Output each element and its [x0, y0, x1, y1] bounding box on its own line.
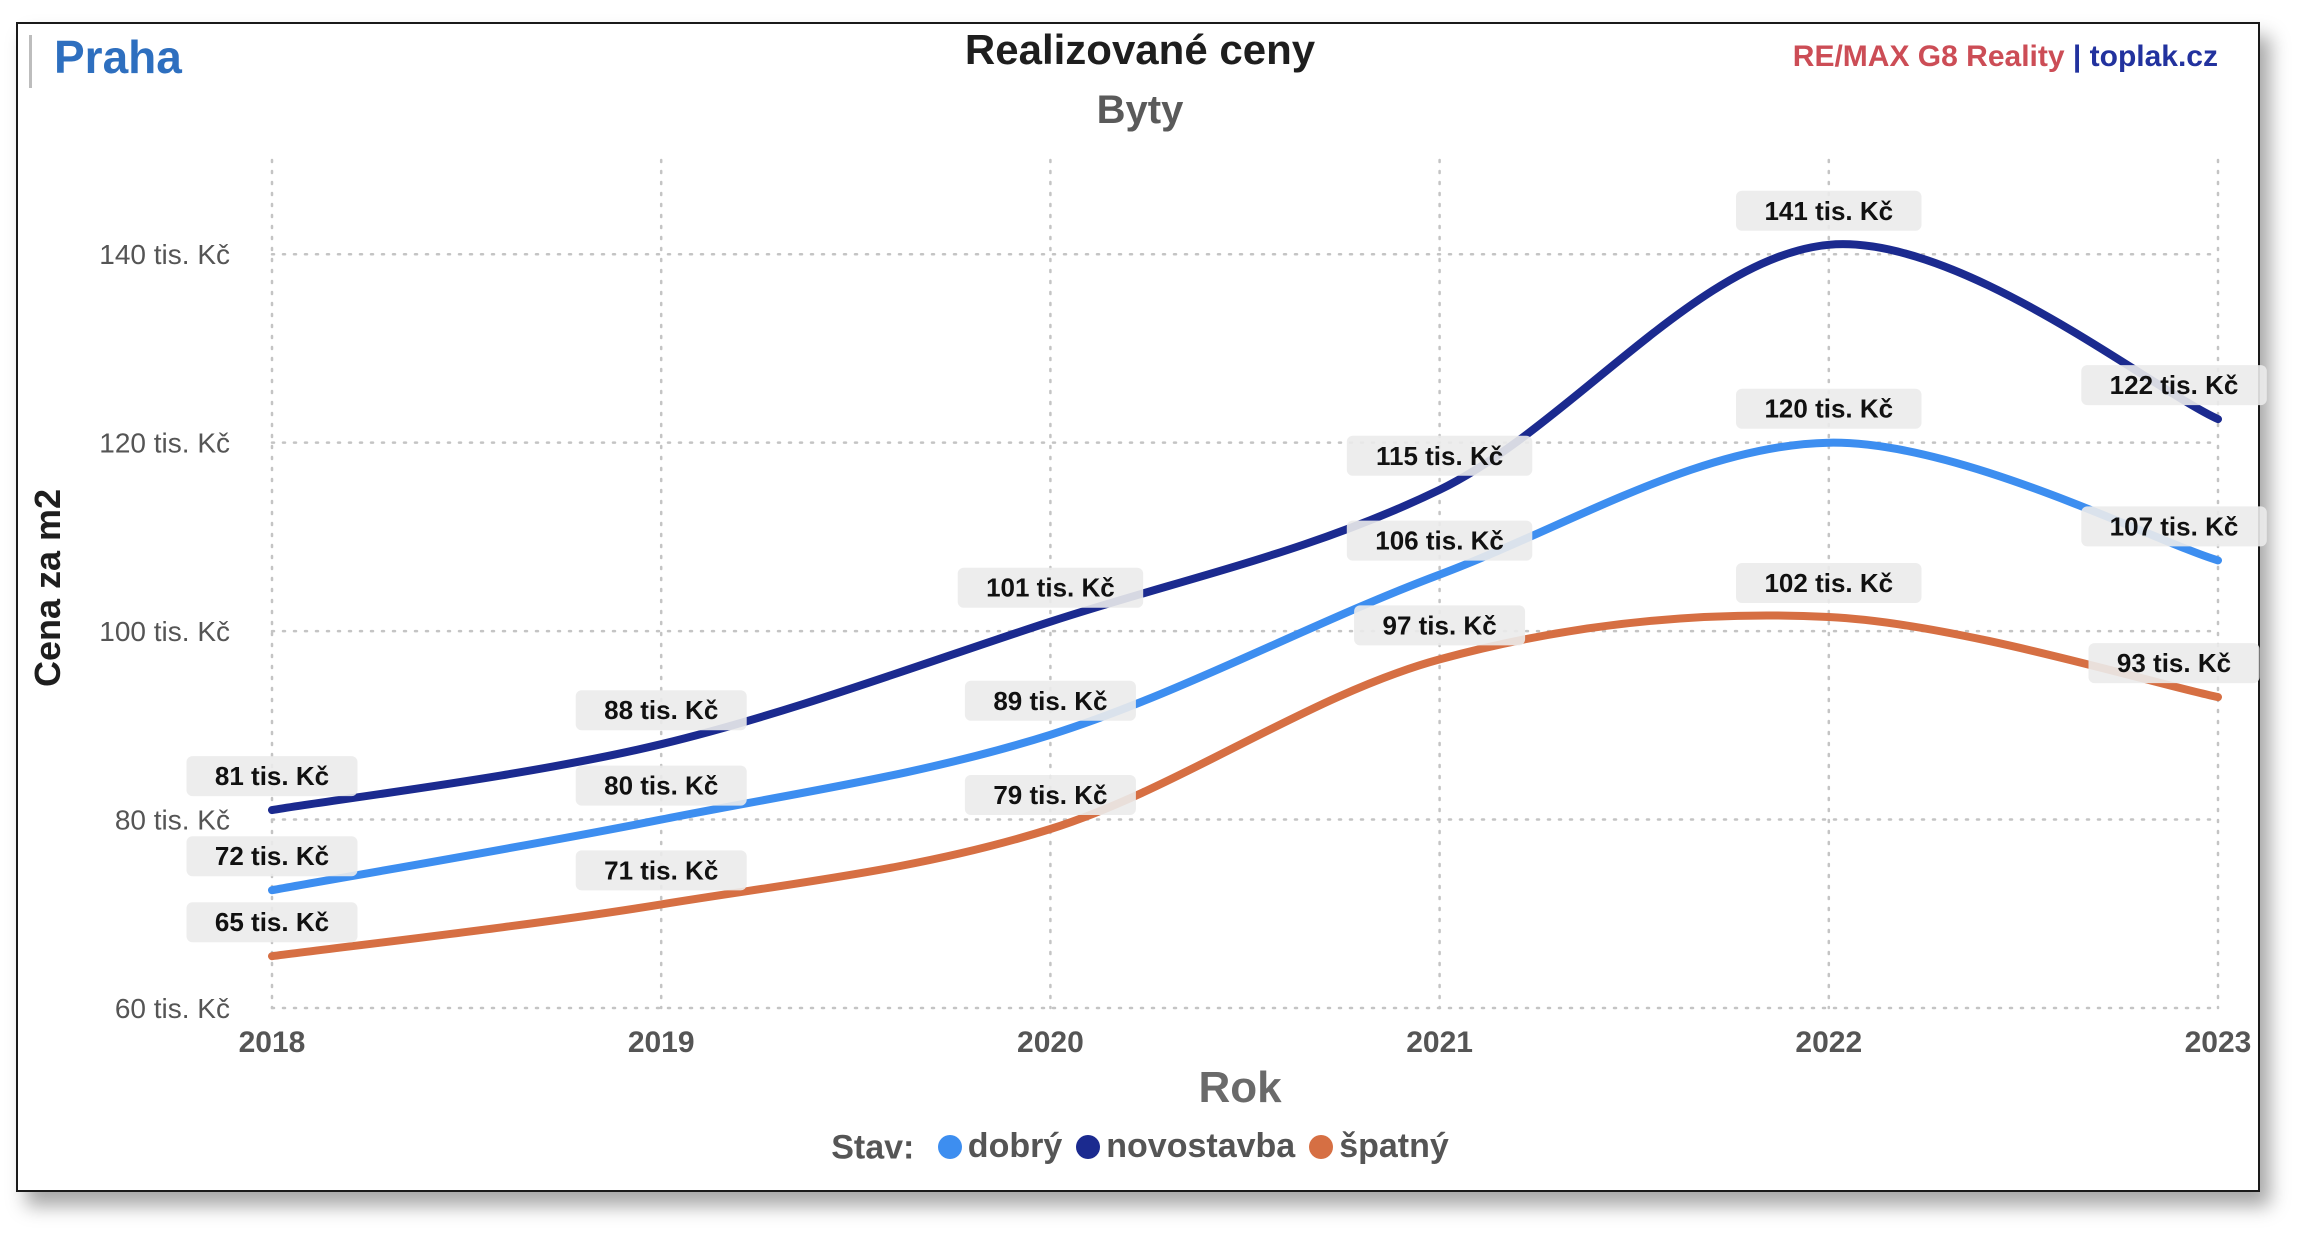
data-label-text: 102 tis. Kč	[1764, 568, 1893, 598]
legend-item-novostavba[interactable]: novostavba	[1076, 1127, 1295, 1166]
data-label-text: 71 tis. Kč	[604, 855, 718, 885]
legend-swatch	[1309, 1134, 1334, 1159]
data-label: 97 tis. Kč	[1354, 605, 1526, 646]
y-tick-label: 120 tis. Kč	[99, 428, 230, 459]
x-tick-label: 2023	[2185, 1026, 2252, 1059]
data-label-bg	[186, 836, 358, 877]
data-label-bg	[1736, 563, 1922, 603]
legend-label: špatný	[1339, 1127, 1449, 1165]
grid-lines	[270, 158, 2220, 1010]
data-label-text: 79 tis. Kč	[993, 780, 1107, 810]
legend-swatch	[937, 1134, 962, 1159]
data-label-bg	[186, 902, 358, 943]
data-label: 102 tis. Kč	[1736, 563, 1922, 603]
data-label-bg	[2081, 506, 2267, 547]
data-label-bg	[575, 765, 747, 806]
data-label-text: 122 tis. Kč	[2110, 370, 2239, 400]
data-label-bg	[1346, 520, 1533, 561]
brand-text[interactable]: RE/MAX G8 Reality | toplak.cz	[1793, 40, 2218, 74]
brand-secondary[interactable]: toplak.cz	[2089, 40, 2218, 73]
data-label-text: 88 tis. Kč	[604, 695, 718, 725]
series-line-špatný	[268, 611, 2222, 961]
data-label-text: 81 tis. Kč	[215, 761, 329, 791]
data-label-text: 65 tis. Kč	[215, 907, 329, 937]
x-tick-label: 2018	[239, 1026, 306, 1059]
legend-label: dobrý	[967, 1127, 1063, 1165]
data-label-bg	[1736, 190, 1922, 231]
data-label: 106 tis. Kč	[1346, 520, 1533, 561]
data-label-bg	[957, 567, 1144, 608]
city-accent-bar	[29, 35, 32, 88]
legend: Stav: dobrý novostavba špatný	[0, 1127, 2280, 1168]
x-tick-label: 2019	[628, 1026, 695, 1059]
data-label-bg	[964, 775, 1136, 815]
data-label-text: 120 tis. Kč	[1764, 394, 1893, 424]
data-label-bg	[1346, 435, 1533, 476]
data-label-bg	[2088, 643, 2260, 684]
data-label-text: 80 tis. Kč	[604, 771, 718, 801]
data-label: 122 tis. Kč	[2081, 365, 2267, 406]
data-label-text: 107 tis. Kč	[2110, 511, 2239, 541]
x-axis-ticks: 2018 2019 2020 2021 2022 2023	[239, 1026, 2252, 1059]
data-label: 65 tis. Kč	[186, 902, 358, 943]
y-axis-ticks: 60 tis. Kč 80 tis. Kč 100 tis. Kč 120 tis. …	[99, 239, 230, 1024]
x-axis-title: Rok	[1198, 1063, 1282, 1112]
data-label-text: 89 tis. Kč	[993, 686, 1107, 716]
data-label-bg	[575, 690, 747, 731]
data-label-text: 93 tis. Kč	[2117, 648, 2231, 678]
series-line-novostavba	[268, 240, 2222, 815]
data-label-bg	[186, 756, 358, 797]
y-tick-label: 140 tis. Kč	[99, 239, 230, 270]
y-tick-label: 80 tis. Kč	[115, 805, 230, 836]
data-label: 88 tis. Kč	[575, 690, 747, 731]
data-label: 107 tis. Kč	[2081, 506, 2267, 547]
data-label-text: 106 tis. Kč	[1375, 526, 1504, 556]
data-labels: 72 tis. Kč 80 tis. Kč 89 tis. Kč 106 tis. K…	[186, 190, 2267, 943]
y-tick-label: 100 tis. Kč	[99, 616, 230, 647]
y-tick-label: 60 tis. Kč	[115, 993, 230, 1024]
data-label: 71 tis. Kč	[575, 850, 747, 891]
x-tick-label: 2022	[1795, 1026, 1862, 1059]
brand-separator: |	[2064, 40, 2090, 73]
data-label-text: 72 tis. Kč	[215, 841, 329, 871]
data-label: 141 tis. Kč	[1736, 190, 1922, 231]
legend-item-dobrý[interactable]: dobrý	[937, 1127, 1063, 1166]
chart-subtitle: Byty	[1096, 88, 1184, 132]
data-label: 89 tis. Kč	[964, 680, 1136, 721]
x-tick-label: 2021	[1406, 1026, 1473, 1059]
brand-primary[interactable]: RE/MAX G8 Reality	[1792, 40, 2065, 73]
legend-title: Stav:	[831, 1128, 915, 1167]
series-lines	[268, 240, 2222, 961]
legend-items: dobrý novostavba špatný	[924, 1127, 1449, 1167]
legend-swatch	[1076, 1134, 1101, 1159]
data-label: 101 tis. Kč	[957, 567, 1144, 608]
y-axis-title: Cena za m2	[27, 489, 68, 687]
data-label: 72 tis. Kč	[186, 836, 358, 877]
legend-item-špatný[interactable]: špatný	[1309, 1127, 1449, 1166]
data-label-bg	[575, 850, 747, 891]
data-label-text: 141 tis. Kč	[1764, 196, 1893, 226]
data-label-text: 97 tis. Kč	[1383, 610, 1497, 640]
data-label-bg	[2081, 365, 2267, 406]
data-label-text: 101 tis. Kč	[986, 573, 1115, 603]
data-label-bg	[964, 680, 1136, 721]
data-label: 115 tis. Kč	[1346, 435, 1533, 476]
city-name: Praha	[54, 31, 182, 83]
data-label: 79 tis. Kč	[964, 775, 1136, 815]
series-line-dobrý	[268, 438, 2222, 895]
data-label-text: 115 tis. Kč	[1376, 441, 1503, 471]
data-label: 81 tis. Kč	[186, 756, 358, 797]
legend-label: novostavba	[1106, 1127, 1296, 1165]
data-label-bg	[1354, 605, 1526, 646]
chart-title: Realizované ceny	[964, 26, 1316, 73]
data-label: 93 tis. Kč	[2088, 643, 2260, 684]
x-tick-label: 2020	[1017, 1026, 1084, 1059]
data-label: 80 tis. Kč	[575, 765, 747, 806]
data-label-bg	[1736, 388, 1922, 429]
data-label: 120 tis. Kč	[1736, 388, 1922, 429]
